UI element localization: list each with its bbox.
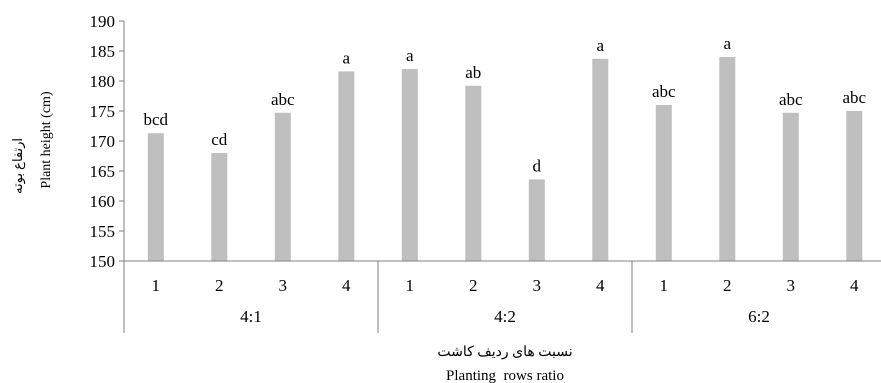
x-group-label: 4:2 <box>494 307 516 326</box>
y-tick-label: 165 <box>90 162 116 181</box>
y-axis: 150 155 160 165 170 175 180 185 190 <box>90 12 125 271</box>
x-axis: 1 2 3 4 4:1 1 2 3 4 4:2 1 2 3 4 6:2 <box>123 260 881 333</box>
bar <box>338 71 355 262</box>
bar <box>719 57 736 261</box>
x-group-label: 6:2 <box>748 307 770 326</box>
y-axis-title: Plant height (cm) <box>39 91 54 189</box>
x-tick-label: 2 <box>215 276 224 295</box>
bar-data-label: abc <box>842 88 866 107</box>
bar <box>655 105 672 261</box>
bar-data-label: d <box>533 156 542 175</box>
y-tick-label: 160 <box>90 192 116 211</box>
x-tick-label: 4 <box>596 276 605 295</box>
y-tick-label: 150 <box>90 252 116 271</box>
y-tick-label: 155 <box>90 222 116 241</box>
bar <box>147 133 164 261</box>
y-tick-label: 185 <box>90 42 116 61</box>
bar <box>592 58 609 261</box>
x-axis-title-fa: نسبت های ردیف کاشت <box>437 345 572 360</box>
bar <box>211 153 228 261</box>
bar-data-label: cd <box>211 130 228 149</box>
bar <box>274 112 291 261</box>
y-tick-label: 170 <box>90 132 116 151</box>
bar-data-label: abc <box>652 82 676 101</box>
bar <box>401 69 418 261</box>
bars: bcd cd abc a a ab d a abc a abc abc <box>143 34 866 262</box>
y-tick-label: 190 <box>90 12 116 31</box>
bar-data-label: a <box>342 48 350 67</box>
x-group-label: 4:1 <box>240 307 262 326</box>
x-tick-label: 3 <box>533 276 542 295</box>
x-tick-label: 4 <box>342 276 351 295</box>
x-tick-label: 1 <box>152 276 161 295</box>
bar <box>846 111 863 261</box>
x-tick-label: 2 <box>723 276 732 295</box>
x-tick-label: 1 <box>406 276 415 295</box>
y-tick-label: 180 <box>90 72 116 91</box>
x-tick-label: 4 <box>850 276 859 295</box>
x-axis-title: Planting rows ratio <box>446 368 564 383</box>
bar <box>465 85 482 261</box>
x-tick-label: 3 <box>279 276 288 295</box>
y-tick-label: 175 <box>90 102 116 121</box>
x-tick-label: 3 <box>787 276 796 295</box>
bar-data-label: abc <box>271 90 295 109</box>
bar-data-label: ab <box>465 63 481 82</box>
bar-data-label: a <box>723 34 731 53</box>
bar-data-label: abc <box>779 90 803 109</box>
x-tick-label: 1 <box>660 276 669 295</box>
bar-data-label: bcd <box>143 110 168 129</box>
bar-data-label: a <box>406 46 414 65</box>
bar <box>782 112 799 261</box>
y-axis-title-fa: ارتفاع بوته <box>10 138 26 194</box>
bar <box>528 179 545 261</box>
bar-data-label: a <box>596 36 604 55</box>
x-tick-label: 2 <box>469 276 478 295</box>
